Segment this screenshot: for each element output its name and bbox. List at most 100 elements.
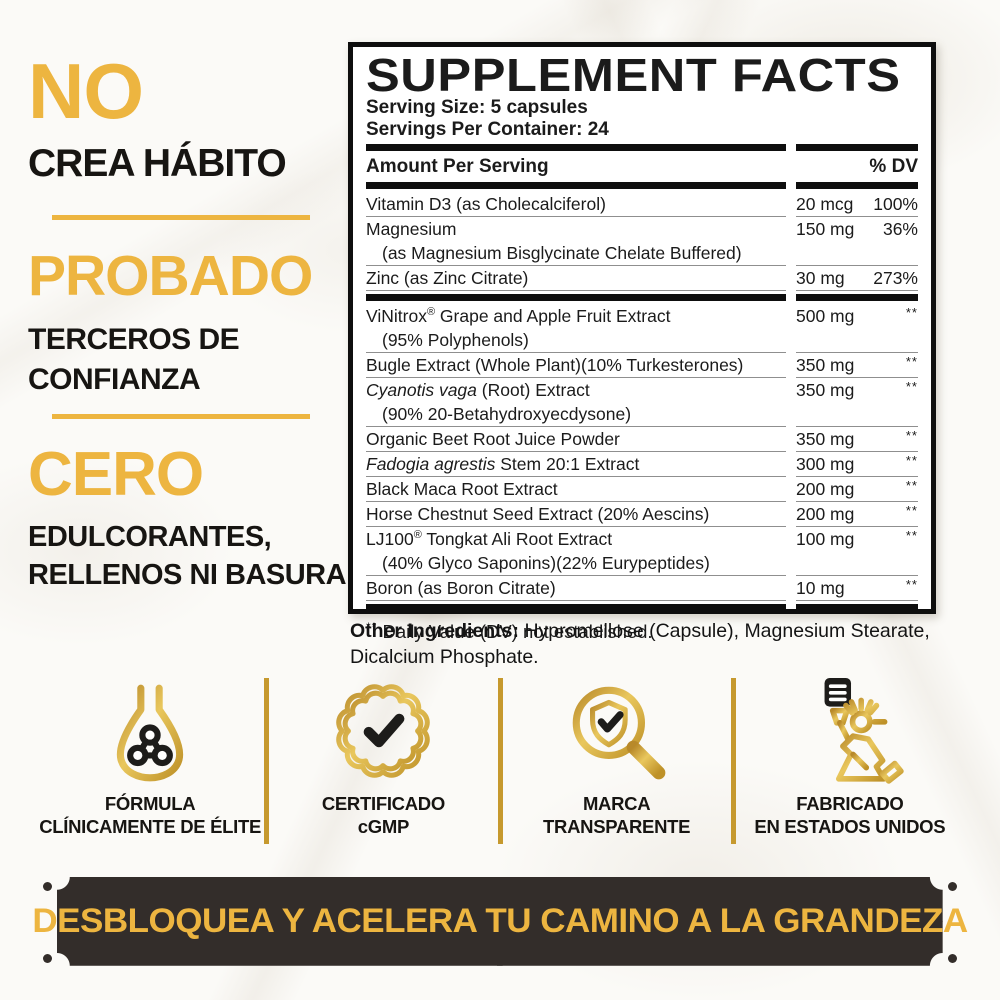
- ingredient-name: Horse Chestnut Seed Extract (20% Aescins…: [366, 504, 710, 524]
- ingredient-name-cell: Vitamin D3 (as Cholecalciferol): [366, 192, 786, 217]
- dv-value: **: [905, 503, 918, 518]
- other-ingredients: Other Ingredients: Hypromellose (Capsule…: [350, 618, 956, 670]
- feature-divider: [264, 678, 270, 844]
- supplement-row: LJ100® Tongkat Ali Root Extract (40% Glyc…: [366, 527, 918, 576]
- ingredient-name-cell: Black Maca Root Extract: [366, 477, 786, 502]
- magnifier-shield-icon: [561, 670, 673, 792]
- divider-line: [52, 215, 310, 220]
- ingredient-name: Vitamin D3 (as Cholecalciferol): [366, 194, 606, 214]
- claim-sub-crea-habito: CREA HÁBITO: [28, 142, 287, 185]
- amount-value: 10 mg: [796, 578, 845, 598]
- dv-value: 100%: [873, 194, 918, 214]
- facts-header-row: Amount Per Serving % DV: [366, 154, 918, 179]
- supplement-row: Horse Chestnut Seed Extract (20% Aescins…: [366, 502, 918, 527]
- footnote-marker: **: [366, 620, 378, 634]
- ingredient-name: Bugle Extract (Whole Plant)(10% Turkeste…: [366, 355, 744, 375]
- banner-slogan: DESBLOQUEA Y ACELERA TU CAMINO A LA GRAN…: [32, 902, 968, 940]
- ingredient-name: Cyanotis vaga (Root) Extract: [366, 380, 590, 400]
- amount-cell: 30 mg 273%: [796, 266, 918, 291]
- feature-cgmp-certified: CERTIFICADO cGMP: [269, 670, 497, 850]
- supplement-row: Fadogia agrestis Stem 20:1 Extract 300 mg…: [366, 452, 918, 477]
- ingredient-name-cell: Cyanotis vaga (Root) Extract (90% 20-Beta…: [366, 378, 786, 427]
- dv-value: **: [905, 354, 918, 369]
- ingredient-name: Fadogia agrestis Stem 20:1 Extract: [366, 454, 640, 474]
- amount-cell: 150 mg 36%: [796, 217, 918, 266]
- facts-rows: Vitamin D3 (as Cholecalciferol) 20 mcg 100…: [366, 192, 918, 611]
- ingredient-name-cell: Bugle Extract (Whole Plant)(10% Turkeste…: [366, 353, 786, 378]
- thick-bar: [366, 604, 918, 611]
- supplement-row: Cyanotis vaga (Root) Extract (90% 20-Beta…: [366, 378, 918, 427]
- dv-value: **: [905, 528, 918, 543]
- claim-sub-line: CONFIANZA: [28, 362, 201, 396]
- supplement-row: Vitamin D3 (as Cholecalciferol) 20 mcg 100…: [366, 192, 918, 217]
- plaque-corner-dot: [948, 882, 957, 891]
- dv-value: 36%: [882, 219, 918, 239]
- feature-label-line: FABRICADO: [796, 793, 904, 814]
- thick-bar: [366, 144, 918, 151]
- ingredient-name: LJ100® Tongkat Ali Root Extract: [366, 529, 613, 549]
- feature-divider: [497, 678, 503, 844]
- footnote-text: Daily Value (DV) not established.: [377, 621, 653, 643]
- ingredient-name-line2: (as Magnesium Bisglycinate Chelate Buffe…: [382, 243, 742, 263]
- feature-label-line: CERTIFICADO: [321, 793, 445, 814]
- servings-per-container: Servings Per Container: 24: [366, 119, 609, 140]
- feature-label-line: EN ESTADOS UNIDOS: [754, 816, 946, 837]
- ingredient-name: Black Maca Root Extract: [366, 479, 558, 499]
- dv-footnote: ** Daily Value (DV) not established.: [366, 614, 918, 644]
- feature-label-line: cGMP: [357, 816, 410, 837]
- percent-dv-header: % DV: [869, 156, 918, 177]
- supplement-row: Magnesium (as Magnesium Bisglycinate Chel…: [366, 217, 918, 266]
- amount-cell: 100 mg **: [796, 527, 918, 576]
- other-ingredients-label: Other Ingredients:: [350, 620, 520, 642]
- feature-badges-row: FÓRMULA CLÍNICAMENTE DE ÉLITE CERTIFICAD…: [36, 670, 964, 850]
- feature-label: FÓRMULA CLÍNICAMENTE DE ÉLITE: [39, 792, 261, 838]
- ingredient-name-line2: (90% 20-Betahydroxyecdysone): [382, 404, 632, 424]
- feature-label: FABRICADO EN ESTADOS UNIDOS: [754, 792, 945, 838]
- thick-bar-right: [796, 294, 918, 301]
- thick-bar: [366, 182, 918, 189]
- feature-clinical-formula: FÓRMULA CLÍNICAMENTE DE ÉLITE: [36, 670, 264, 850]
- dv-value: **: [905, 453, 918, 468]
- plaque-corner-dot: [948, 954, 957, 963]
- amount-cell: 350 mg **: [796, 353, 918, 378]
- amount-value: 300 mg: [796, 454, 855, 474]
- ingredient-name: Boron (as Boron Citrate): [366, 578, 556, 598]
- claim-sub-line: EDULCORANTES,: [28, 521, 272, 553]
- thick-bar: [366, 294, 918, 301]
- thick-bar-right: [796, 604, 918, 611]
- feature-label-line: MARCA: [582, 793, 651, 814]
- amount-value: 350 mg: [796, 380, 855, 400]
- amount-cell: 350 mg **: [796, 427, 918, 452]
- claim-sub-line: RELLENOS NI BASURA: [28, 559, 347, 592]
- ingredient-name-cell: Horse Chestnut Seed Extract (20% Aescins…: [366, 502, 786, 527]
- ingredient-name-cell: Magnesium (as Magnesium Bisglycinate Chel…: [366, 217, 786, 266]
- amount-value: 350 mg: [796, 429, 855, 449]
- supplement-row: Bugle Extract (Whole Plant)(10% Turkeste…: [366, 353, 918, 378]
- ingredient-name: Zinc (as Zinc Citrate): [366, 268, 529, 288]
- ingredient-name-cell: ViNitrox® Grape and Apple Fruit Extract (…: [366, 304, 786, 353]
- ingredient-name: ViNitrox® Grape and Apple Fruit Extract: [366, 306, 671, 326]
- dv-value: 273%: [873, 268, 918, 288]
- serving-size: Serving Size: 5 capsules: [366, 97, 588, 118]
- amount-cell: 300 mg **: [796, 452, 918, 477]
- bottom-banner-plaque: DESBLOQUEA Y ACELERA TU CAMINO A LA GRAN…: [32, 877, 968, 966]
- claim-headline-cero: CERO: [28, 440, 204, 509]
- amount-value: 20 mcg: [796, 194, 854, 214]
- plaque-corner-dot: [43, 954, 52, 963]
- feature-label: MARCA TRANSPARENTE: [543, 792, 690, 838]
- feature-transparent-brand: MARCA TRANSPARENTE: [503, 670, 731, 850]
- supplement-row: ViNitrox® Grape and Apple Fruit Extract (…: [366, 304, 918, 353]
- thick-bar-left: [366, 294, 786, 301]
- amount-value: 100 mg: [796, 529, 855, 549]
- feature-label: CERTIFICADO cGMP: [322, 792, 445, 838]
- dv-value: **: [905, 305, 918, 320]
- supplement-facts-title: SUPPLEMENT FACTS: [366, 49, 901, 101]
- supplement-row: Black Maca Root Extract 200 mg **: [366, 477, 918, 502]
- divider-line: [52, 414, 310, 419]
- amount-cell: 500 mg **: [796, 304, 918, 353]
- amount-value: 30 mg: [796, 268, 845, 288]
- dv-value: **: [905, 478, 918, 493]
- supplement-facts-panel: SUPPLEMENT FACTS Serving Size: 5 capsule…: [348, 42, 936, 642]
- claim-sub-terceros: TERCEROS DE CONFIANZA: [28, 320, 240, 399]
